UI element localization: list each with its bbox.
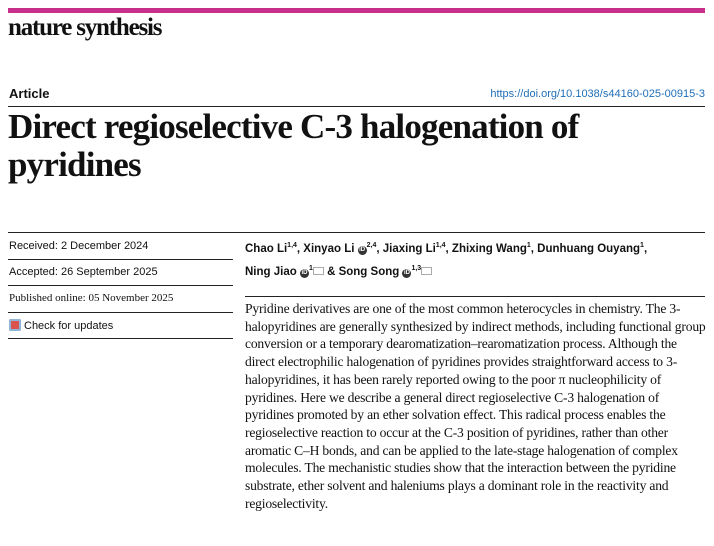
orcid-icon[interactable]: iD [402,268,412,278]
author[interactable]: Song Song iD1,3 [338,264,433,278]
author-name: Xinyao Li [303,242,355,255]
affiliation: 1 [308,264,313,272]
affiliation: 1,4 [435,242,446,249]
affiliation: 1 [526,242,531,249]
article-title: Direct regioselective C-3 halogenation o… [8,107,579,184]
author[interactable]: Chao Li1,4 [245,242,297,255]
divider [8,106,705,107]
author[interactable]: Jiaxing Li1,4 [382,242,446,255]
divider [8,338,233,339]
email-icon[interactable] [312,266,324,275]
divider [8,312,233,313]
author-name: Dunhuang Ouyang [537,242,641,255]
accepted-date: Accepted: 26 September 2025 [9,266,158,278]
affiliation: 1,3 [411,264,422,272]
author-list: Chao Li1,4, Xinyao Li iD2,4, Jiaxing Li1… [245,242,648,278]
orcid-icon[interactable]: iD [299,268,309,278]
article-type: Article [9,86,50,101]
published-date: Published online: 05 November 2025 [9,292,174,304]
check-for-updates[interactable]: Check for updates [9,319,113,332]
author[interactable]: Zhixing Wang1 [451,242,531,255]
check-updates-icon [9,319,21,331]
author[interactable]: Dunhuang Ouyang1 [537,242,644,255]
check-updates-label: Check for updates [24,320,114,332]
author-name: Song Song [338,265,400,278]
orcid-icon[interactable]: iD [357,245,367,255]
email-icon[interactable] [421,266,433,275]
divider [8,259,233,260]
author-name: Jiaxing Li [382,242,436,255]
journal-name: nature synthesis [8,14,162,41]
author-name: Zhixing Wang [451,242,527,255]
author-name: Chao Li [245,242,288,255]
divider [8,285,233,286]
divider [245,296,705,297]
affiliation: 1,4 [287,242,297,249]
author-name: Ning Jiao [245,265,297,278]
affiliation: 1 [640,242,644,249]
received-date: Received: 2 December 2024 [9,240,149,252]
author[interactable]: Ning Jiao iD1 [245,264,324,278]
author[interactable]: Xinyao Li iD2,4 [303,242,377,255]
affiliation: 2,4 [366,242,377,249]
divider [8,232,705,233]
journal-accent-bar [8,8,705,13]
abstract: Pyridine derivatives are one of the most… [245,301,706,511]
doi-link[interactable]: https://doi.org/10.1038/s44160-025-00915… [490,88,705,100]
